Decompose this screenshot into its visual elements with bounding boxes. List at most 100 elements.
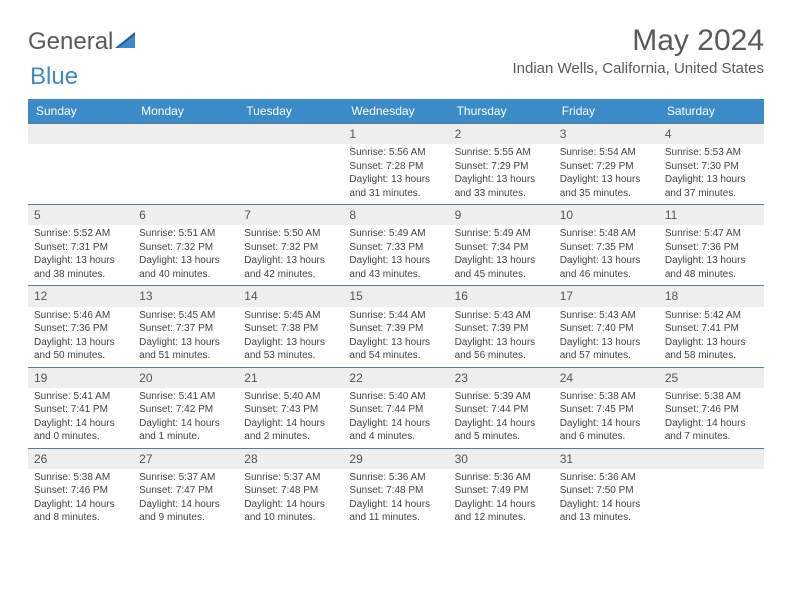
day-number-empty xyxy=(238,124,343,144)
daylight-line: Daylight: 14 hours and 8 minutes. xyxy=(34,498,127,525)
sunrise-line: Sunrise: 5:43 AM xyxy=(560,309,653,323)
day-cell: 1Sunrise: 5:56 AMSunset: 7:28 PMDaylight… xyxy=(343,124,448,204)
day-number: 17 xyxy=(554,286,659,306)
daylight-line: Daylight: 13 hours and 51 minutes. xyxy=(139,336,232,363)
sunrise-line: Sunrise: 5:54 AM xyxy=(560,146,653,160)
sunrise-line: Sunrise: 5:45 AM xyxy=(139,309,232,323)
day-number: 29 xyxy=(343,449,448,469)
sunset-line: Sunset: 7:47 PM xyxy=(139,484,232,498)
brand-name-part2: Blue xyxy=(30,63,78,90)
day-number-empty xyxy=(28,124,133,144)
day-number: 7 xyxy=(238,205,343,225)
day-body: Sunrise: 5:50 AMSunset: 7:32 PMDaylight:… xyxy=(238,225,343,285)
day-number: 26 xyxy=(28,449,133,469)
daylight-line: Daylight: 13 hours and 38 minutes. xyxy=(34,254,127,281)
day-body: Sunrise: 5:40 AMSunset: 7:43 PMDaylight:… xyxy=(238,388,343,448)
sunset-line: Sunset: 7:39 PM xyxy=(349,322,442,336)
daylight-line: Daylight: 13 hours and 31 minutes. xyxy=(349,173,442,200)
weekday-monday: Monday xyxy=(133,99,238,123)
day-number: 13 xyxy=(133,286,238,306)
daylight-line: Daylight: 14 hours and 11 minutes. xyxy=(349,498,442,525)
day-cell: 6Sunrise: 5:51 AMSunset: 7:32 PMDaylight… xyxy=(133,205,238,285)
day-number-empty xyxy=(659,449,764,469)
day-empty xyxy=(28,124,133,204)
day-empty xyxy=(238,124,343,204)
day-cell: 16Sunrise: 5:43 AMSunset: 7:39 PMDayligh… xyxy=(449,286,554,366)
day-number: 3 xyxy=(554,124,659,144)
daylight-line: Daylight: 13 hours and 58 minutes. xyxy=(665,336,758,363)
sunset-line: Sunset: 7:49 PM xyxy=(455,484,548,498)
day-number: 23 xyxy=(449,368,554,388)
day-cell: 4Sunrise: 5:53 AMSunset: 7:30 PMDaylight… xyxy=(659,124,764,204)
sunrise-line: Sunrise: 5:40 AM xyxy=(349,390,442,404)
day-body: Sunrise: 5:47 AMSunset: 7:36 PMDaylight:… xyxy=(659,225,764,285)
day-number: 15 xyxy=(343,286,448,306)
sunset-line: Sunset: 7:41 PM xyxy=(34,403,127,417)
day-body: Sunrise: 5:56 AMSunset: 7:28 PMDaylight:… xyxy=(343,144,448,204)
day-number: 2 xyxy=(449,124,554,144)
day-number: 8 xyxy=(343,205,448,225)
day-cell: 14Sunrise: 5:45 AMSunset: 7:38 PMDayligh… xyxy=(238,286,343,366)
day-number: 25 xyxy=(659,368,764,388)
sunset-line: Sunset: 7:45 PM xyxy=(560,403,653,417)
day-body: Sunrise: 5:36 AMSunset: 7:50 PMDaylight:… xyxy=(554,469,659,529)
sunset-line: Sunset: 7:31 PM xyxy=(34,241,127,255)
sunset-line: Sunset: 7:40 PM xyxy=(560,322,653,336)
day-cell: 27Sunrise: 5:37 AMSunset: 7:47 PMDayligh… xyxy=(133,449,238,529)
daylight-line: Daylight: 13 hours and 54 minutes. xyxy=(349,336,442,363)
sunrise-line: Sunrise: 5:49 AM xyxy=(349,227,442,241)
daylight-line: Daylight: 13 hours and 57 minutes. xyxy=(560,336,653,363)
sunrise-line: Sunrise: 5:52 AM xyxy=(34,227,127,241)
sunset-line: Sunset: 7:48 PM xyxy=(244,484,337,498)
sunset-line: Sunset: 7:32 PM xyxy=(244,241,337,255)
day-body: Sunrise: 5:53 AMSunset: 7:30 PMDaylight:… xyxy=(659,144,764,204)
sunrise-line: Sunrise: 5:36 AM xyxy=(455,471,548,485)
day-body: Sunrise: 5:44 AMSunset: 7:39 PMDaylight:… xyxy=(343,307,448,367)
sunrise-line: Sunrise: 5:51 AM xyxy=(139,227,232,241)
daylight-line: Daylight: 14 hours and 1 minute. xyxy=(139,417,232,444)
weekday-friday: Friday xyxy=(554,99,659,123)
day-body: Sunrise: 5:49 AMSunset: 7:34 PMDaylight:… xyxy=(449,225,554,285)
sunrise-line: Sunrise: 5:38 AM xyxy=(665,390,758,404)
sunrise-line: Sunrise: 5:50 AM xyxy=(244,227,337,241)
daylight-line: Daylight: 14 hours and 13 minutes. xyxy=(560,498,653,525)
day-cell: 9Sunrise: 5:49 AMSunset: 7:34 PMDaylight… xyxy=(449,205,554,285)
month-title: May 2024 xyxy=(512,24,764,58)
weekday-header-row: SundayMondayTuesdayWednesdayThursdayFrid… xyxy=(28,99,764,123)
day-cell: 15Sunrise: 5:44 AMSunset: 7:39 PMDayligh… xyxy=(343,286,448,366)
day-body: Sunrise: 5:37 AMSunset: 7:47 PMDaylight:… xyxy=(133,469,238,529)
day-empty xyxy=(133,124,238,204)
day-body: Sunrise: 5:48 AMSunset: 7:35 PMDaylight:… xyxy=(554,225,659,285)
sunset-line: Sunset: 7:46 PM xyxy=(34,484,127,498)
calendar: SundayMondayTuesdayWednesdayThursdayFrid… xyxy=(28,99,764,529)
daylight-line: Daylight: 14 hours and 7 minutes. xyxy=(665,417,758,444)
day-cell: 19Sunrise: 5:41 AMSunset: 7:41 PMDayligh… xyxy=(28,368,133,448)
day-number-empty xyxy=(133,124,238,144)
sunset-line: Sunset: 7:36 PM xyxy=(665,241,758,255)
day-body: Sunrise: 5:36 AMSunset: 7:48 PMDaylight:… xyxy=(343,469,448,529)
daylight-line: Daylight: 14 hours and 12 minutes. xyxy=(455,498,548,525)
location-text: Indian Wells, California, United States xyxy=(512,60,764,77)
day-body: Sunrise: 5:43 AMSunset: 7:39 PMDaylight:… xyxy=(449,307,554,367)
sunset-line: Sunset: 7:46 PM xyxy=(665,403,758,417)
daylight-line: Daylight: 14 hours and 9 minutes. xyxy=(139,498,232,525)
daylight-line: Daylight: 13 hours and 40 minutes. xyxy=(139,254,232,281)
day-number: 30 xyxy=(449,449,554,469)
sunrise-line: Sunrise: 5:36 AM xyxy=(560,471,653,485)
sunset-line: Sunset: 7:43 PM xyxy=(244,403,337,417)
day-number: 22 xyxy=(343,368,448,388)
day-cell: 21Sunrise: 5:40 AMSunset: 7:43 PMDayligh… xyxy=(238,368,343,448)
day-cell: 8Sunrise: 5:49 AMSunset: 7:33 PMDaylight… xyxy=(343,205,448,285)
day-cell: 3Sunrise: 5:54 AMSunset: 7:29 PMDaylight… xyxy=(554,124,659,204)
daylight-line: Daylight: 13 hours and 45 minutes. xyxy=(455,254,548,281)
day-body: Sunrise: 5:40 AMSunset: 7:44 PMDaylight:… xyxy=(343,388,448,448)
sunrise-line: Sunrise: 5:41 AM xyxy=(139,390,232,404)
sunset-line: Sunset: 7:44 PM xyxy=(349,403,442,417)
day-cell: 20Sunrise: 5:41 AMSunset: 7:42 PMDayligh… xyxy=(133,368,238,448)
sunrise-line: Sunrise: 5:45 AM xyxy=(244,309,337,323)
brand-triangle-icon xyxy=(115,30,139,55)
sunrise-line: Sunrise: 5:48 AM xyxy=(560,227,653,241)
sunrise-line: Sunrise: 5:37 AM xyxy=(139,471,232,485)
sunrise-line: Sunrise: 5:43 AM xyxy=(455,309,548,323)
day-body: Sunrise: 5:46 AMSunset: 7:36 PMDaylight:… xyxy=(28,307,133,367)
